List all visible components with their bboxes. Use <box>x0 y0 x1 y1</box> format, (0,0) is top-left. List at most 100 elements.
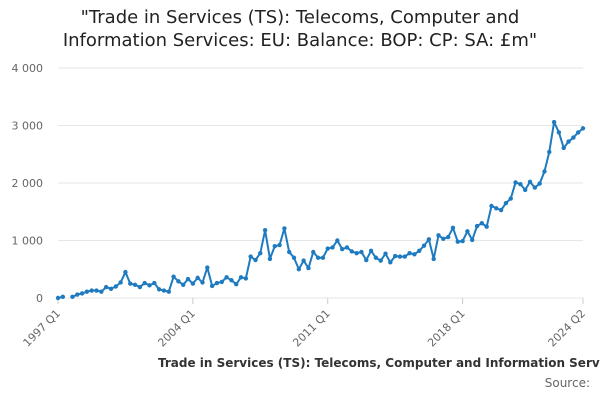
data-point <box>450 225 456 231</box>
data-point <box>571 135 576 140</box>
data-point <box>494 206 499 211</box>
data-point <box>441 236 446 241</box>
data-point <box>60 294 66 300</box>
data-point <box>205 265 210 270</box>
data-point <box>243 276 249 281</box>
data-point <box>118 280 123 285</box>
data-point <box>330 245 335 250</box>
data-point <box>99 289 104 294</box>
data-point <box>258 250 263 256</box>
data-point <box>75 292 80 297</box>
data-point <box>171 274 176 279</box>
data-point <box>147 283 152 288</box>
data-point <box>219 279 224 285</box>
data-point <box>575 130 581 135</box>
data-point <box>417 248 422 254</box>
data-point <box>209 283 215 289</box>
source-label: Source: <box>544 376 590 390</box>
data-point <box>181 282 186 287</box>
data-point <box>474 223 480 229</box>
data-point <box>84 289 90 294</box>
data-point <box>277 242 282 248</box>
data-point <box>465 229 470 234</box>
data-point <box>513 180 518 185</box>
data-point <box>436 233 441 238</box>
data-point <box>253 257 258 263</box>
data-point <box>431 256 436 262</box>
data-point <box>580 126 586 131</box>
data-point <box>489 203 494 209</box>
data-point <box>556 130 562 135</box>
data-point <box>325 246 330 251</box>
gridlines <box>57 67 584 304</box>
data-point <box>484 224 489 229</box>
data-point <box>142 280 147 286</box>
x-tick-label: 2011 Q1 <box>290 307 333 350</box>
data-point <box>128 281 133 286</box>
data-point <box>344 245 350 250</box>
data-point <box>373 255 379 260</box>
x-axis-tick-labels: 1997 Q1 2004 Q1 2011 Q1 2018 Q1 2024 Q2 <box>21 307 589 350</box>
data-point <box>455 239 460 244</box>
data-point <box>402 254 407 259</box>
chart-title-line-2: Information Services: EU: Balance: BOP: … <box>62 30 538 51</box>
data-point <box>311 249 316 255</box>
data-point <box>282 226 287 231</box>
x-tick-label: 2018 Q1 <box>425 307 468 350</box>
data-point <box>238 275 244 280</box>
data-point <box>123 269 128 275</box>
data-point <box>566 139 571 144</box>
data-point <box>166 289 171 294</box>
data-point <box>532 185 538 190</box>
data-point <box>224 275 229 280</box>
data-point <box>161 288 167 293</box>
data-point <box>248 254 253 259</box>
data-point <box>137 284 143 290</box>
legend: Trade in Services (TS): Telecoms, Comput… <box>0 356 600 374</box>
data-point <box>503 200 509 206</box>
data-point <box>426 237 432 242</box>
data-point <box>234 282 239 287</box>
data-point <box>561 145 566 151</box>
data-point <box>315 255 321 260</box>
data-point <box>542 169 547 174</box>
x-tick-label: 2004 Q1 <box>155 307 198 350</box>
data-point <box>445 234 451 240</box>
data-point <box>388 260 393 265</box>
data-point <box>378 258 383 263</box>
data-point <box>185 276 191 282</box>
data-point <box>70 294 75 300</box>
data-point <box>470 237 475 243</box>
data-point <box>156 287 162 292</box>
series-layer <box>55 119 586 301</box>
data-point <box>79 291 85 296</box>
data-point <box>523 187 528 193</box>
y-tick-label: 4 000 <box>12 62 44 75</box>
chart-title: "Trade in Services (TS): Telecoms, Compu… <box>0 6 600 52</box>
data-point <box>176 279 181 284</box>
y-tick-label: 0 <box>36 292 43 305</box>
data-point <box>320 255 326 260</box>
data-point <box>335 238 340 243</box>
data-point <box>214 280 220 286</box>
data-point <box>364 257 369 263</box>
data-point <box>349 249 355 254</box>
data-point <box>368 248 374 254</box>
data-point <box>498 207 504 213</box>
data-point <box>267 256 273 262</box>
data-point <box>547 149 552 155</box>
data-point <box>94 288 99 293</box>
data-point <box>306 265 311 271</box>
chart-title-line-1: "Trade in Services (TS): Telecoms, Compu… <box>80 7 520 28</box>
series-line <box>72 121 584 298</box>
data-point <box>301 258 306 263</box>
data-point <box>55 295 61 301</box>
data-point <box>383 251 388 256</box>
data-point <box>537 181 542 186</box>
y-tick-label: 3 000 <box>12 120 44 133</box>
data-point <box>108 286 114 291</box>
x-tick-label: 2024 Q2 <box>546 307 589 350</box>
data-point <box>272 244 277 249</box>
y-tick-label: 1 000 <box>12 235 44 248</box>
